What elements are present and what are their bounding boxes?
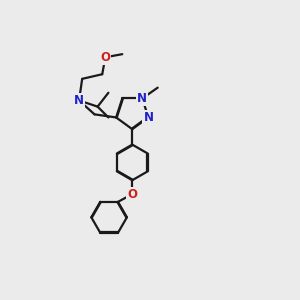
Text: O: O [127, 188, 137, 201]
Text: N: N [137, 92, 147, 105]
Text: O: O [100, 51, 110, 64]
Text: N: N [74, 94, 84, 107]
Text: N: N [143, 111, 153, 124]
